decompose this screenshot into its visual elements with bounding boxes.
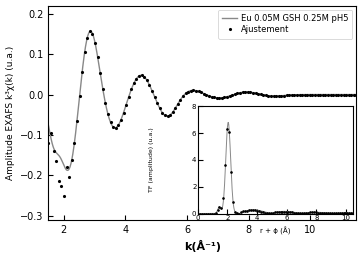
Y-axis label: Amplitude EXAFS k³χ(k) (u.a.): Amplitude EXAFS k³χ(k) (u.a.)	[5, 46, 14, 180]
Ajustement	[46, 141, 51, 144]
Eu 0.05M GSH 0.25M pH5	[258, 93, 263, 96]
Eu 0.05M GSH 0.25M pH5	[78, 88, 83, 91]
Eu 0.05M GSH 0.25M pH5	[172, 109, 176, 112]
Line: Eu 0.05M GSH 0.25M pH5: Eu 0.05M GSH 0.25M pH5	[49, 31, 357, 170]
Ajustement	[62, 194, 66, 197]
Eu 0.05M GSH 0.25M pH5	[292, 93, 297, 96]
Eu 0.05M GSH 0.25M pH5	[354, 93, 359, 96]
Eu 0.05M GSH 0.25M pH5	[88, 30, 93, 33]
Ajustement	[295, 93, 299, 96]
Ajustement	[264, 94, 268, 97]
Ajustement	[134, 77, 139, 80]
Legend: Eu 0.05M GSH 0.25M pH5, Ajustement: Eu 0.05M GSH 0.25M pH5, Ajustement	[218, 10, 352, 38]
Ajustement	[222, 96, 227, 99]
Ajustement	[116, 124, 121, 127]
X-axis label: k(Å⁻¹): k(Å⁻¹)	[184, 240, 221, 252]
Line: Ajustement: Ajustement	[47, 30, 358, 197]
Ajustement	[354, 93, 359, 96]
Ajustement	[88, 30, 92, 33]
Eu 0.05M GSH 0.25M pH5	[287, 94, 291, 97]
Eu 0.05M GSH 0.25M pH5	[182, 93, 187, 96]
Eu 0.05M GSH 0.25M pH5	[46, 124, 51, 127]
Eu 0.05M GSH 0.25M pH5	[66, 169, 70, 172]
Ajustement	[349, 93, 353, 96]
